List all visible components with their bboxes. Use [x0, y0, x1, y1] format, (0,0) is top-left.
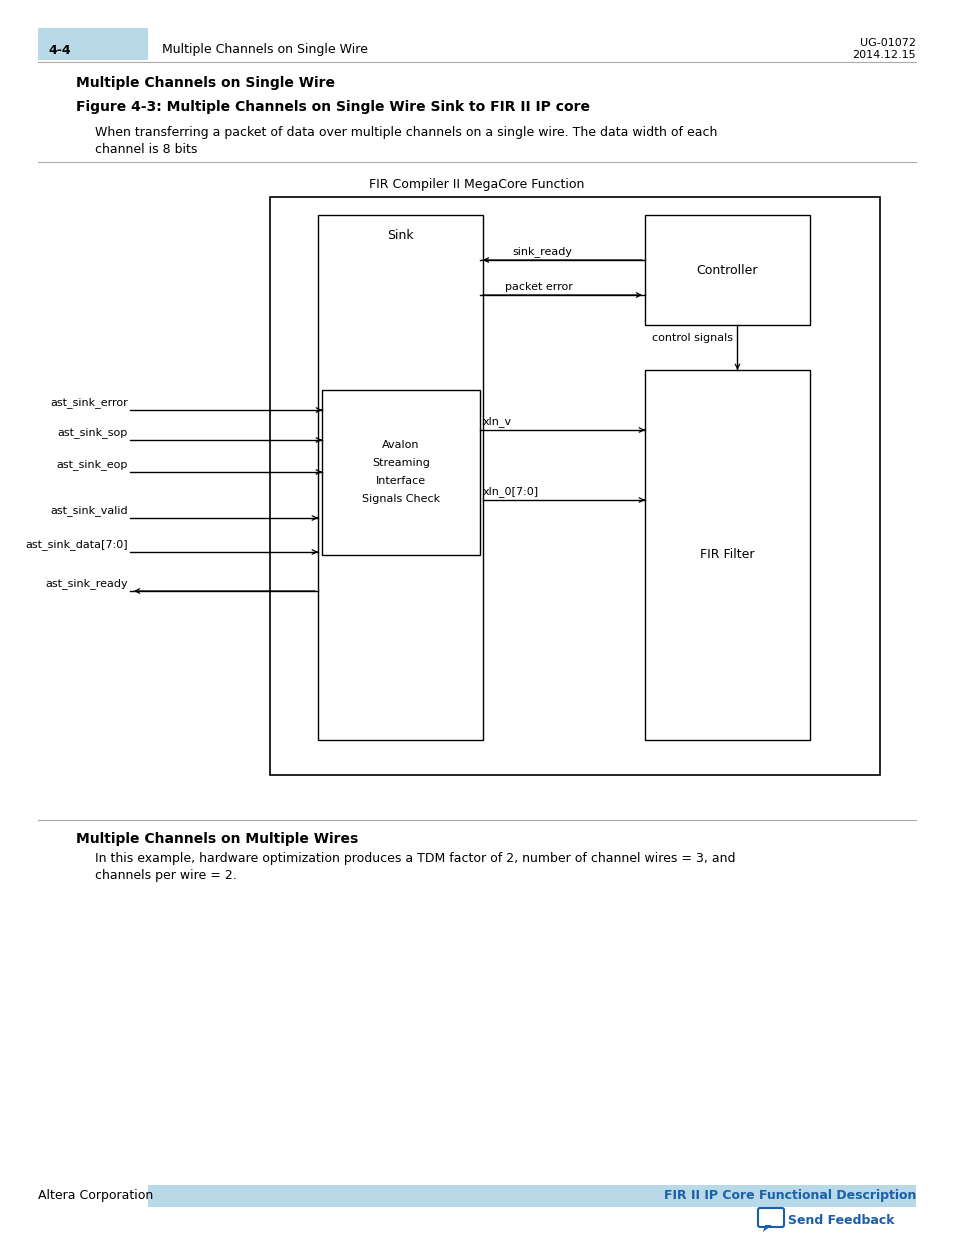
Text: 2014.12.15: 2014.12.15	[851, 49, 915, 61]
Text: Multiple Channels on Single Wire: Multiple Channels on Single Wire	[76, 77, 335, 90]
Text: Multiple Channels on Multiple Wires: Multiple Channels on Multiple Wires	[76, 832, 358, 846]
Bar	[38, 28, 148, 61]
Text: Signals Check: Signals Check	[361, 494, 439, 505]
Text: Sink: Sink	[387, 228, 414, 242]
Text: FIR II IP Core Functional Description: FIR II IP Core Functional Description	[663, 1189, 915, 1203]
Text: Avalon: Avalon	[382, 441, 419, 451]
Text: ast_sink_valid: ast_sink_valid	[51, 505, 128, 516]
Text: sink_ready: sink_ready	[512, 246, 572, 257]
Text: ast_sink_eop: ast_sink_eop	[56, 459, 128, 471]
Text: channel is 8 bits: channel is 8 bits	[95, 143, 197, 156]
Bar	[270, 198, 879, 776]
Text: In this example, hardware optimization produces a TDM factor of 2, number of cha: In this example, hardware optimization p…	[95, 852, 735, 864]
Text: Altera Corporation: Altera Corporation	[38, 1189, 153, 1203]
Text: FIR Filter: FIR Filter	[700, 548, 754, 562]
Text: ast_sink_error: ast_sink_error	[51, 398, 128, 408]
Text: packet error: packet error	[504, 282, 572, 291]
FancyBboxPatch shape	[758, 1208, 783, 1228]
Text: ast_sink_data[7:0]: ast_sink_data[7:0]	[26, 540, 128, 550]
Text: Figure 4-3: Multiple Channels on Single Wire Sink to FIR II IP core: Figure 4-3: Multiple Channels on Single …	[76, 100, 589, 114]
Text: Interface: Interface	[375, 477, 426, 487]
Bar	[322, 390, 479, 555]
Text: Send Feedback: Send Feedback	[787, 1214, 894, 1228]
Text: FIR Compiler II MegaCore Function: FIR Compiler II MegaCore Function	[369, 178, 584, 191]
Text: Controller: Controller	[696, 263, 758, 277]
Text: Multiple Channels on Single Wire: Multiple Channels on Single Wire	[162, 43, 368, 57]
Text: control signals: control signals	[652, 333, 733, 343]
Bar	[644, 370, 809, 740]
Text: ast_sink_ready: ast_sink_ready	[46, 578, 128, 589]
Text: xln_v: xln_v	[482, 416, 512, 427]
Bar	[644, 215, 809, 325]
Bar	[148, 1186, 915, 1207]
Bar	[317, 215, 482, 740]
Text: channels per wire = 2.: channels per wire = 2.	[95, 869, 236, 882]
Polygon shape	[762, 1225, 771, 1233]
Text: xln_0[7:0]: xln_0[7:0]	[482, 487, 538, 496]
Text: ast_sink_sop: ast_sink_sop	[58, 427, 128, 438]
Text: 4-4: 4-4	[48, 43, 71, 57]
Text: Streaming: Streaming	[372, 458, 430, 468]
Text: UG-01072: UG-01072	[859, 38, 915, 48]
Text: When transferring a packet of data over multiple channels on a single wire. The : When transferring a packet of data over …	[95, 126, 717, 140]
